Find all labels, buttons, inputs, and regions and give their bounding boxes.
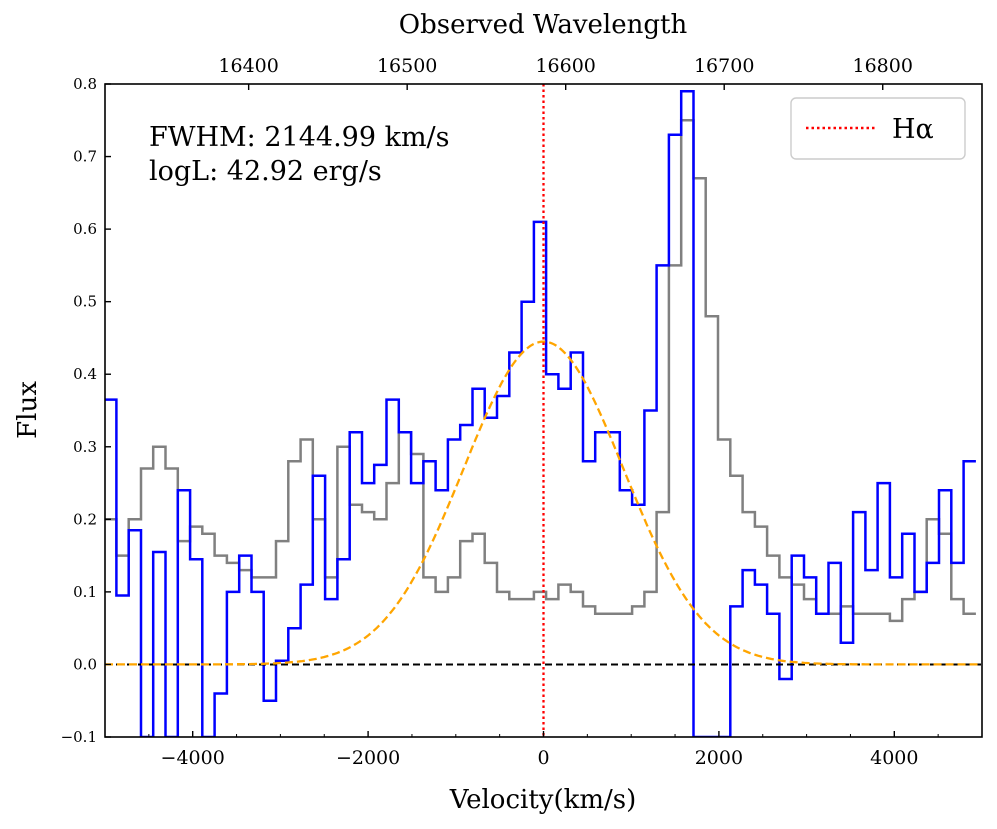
top-tick-label: 16800 <box>853 55 913 77</box>
legend: Hα <box>790 97 966 160</box>
y-tick-label: 0.5 <box>73 293 97 311</box>
gaussian-fit-line <box>105 340 982 666</box>
top-tick-label: 16400 <box>218 55 278 77</box>
top-tick-label: 16700 <box>694 55 754 77</box>
x-tick-label: −4000 <box>161 747 225 769</box>
plot-area <box>105 84 982 737</box>
x-axis-title: Velocity(km/s) <box>449 785 637 815</box>
x-tick-label: 2000 <box>695 747 743 769</box>
legend-box <box>790 97 966 160</box>
y-axis-ticks: −0.1 0.0 0.1 0.2 0.3 0.4 0.5 0.6 0.7 0.8 <box>61 75 111 746</box>
y-tick-label: 0.0 <box>73 655 97 673</box>
y-tick-label: 0.8 <box>73 75 97 93</box>
top-tick-label: 16500 <box>377 55 437 77</box>
spectrum-step-line <box>105 90 976 737</box>
top-tick-label: 16600 <box>535 55 595 77</box>
y-axis-title: Flux <box>13 381 43 439</box>
luminosity-annotation: logL: 42.92 erg/s <box>149 156 382 187</box>
y-tick-label: 0.4 <box>73 365 97 383</box>
top-axis-title: Observed Wavelength <box>399 10 688 40</box>
y-tick-label: 0.3 <box>73 438 97 456</box>
x-axis-ticks: −4000 −2000 0 2000 4000 <box>104 731 983 769</box>
y-tick-label: 0.6 <box>73 220 97 238</box>
y-tick-label: 0.2 <box>73 510 97 528</box>
legend-label-halpha: Hα <box>892 114 934 145</box>
y-tick-label: −0.1 <box>61 728 97 746</box>
x-tick-label: −2000 <box>336 747 400 769</box>
fwhm-annotation: FWHM: 2144.99 km/s <box>149 122 450 153</box>
y-tick-label: 0.1 <box>73 583 97 601</box>
top-axis-ticks: 16400 16500 16600 16700 16800 <box>218 55 913 90</box>
x-tick-label: 0 <box>537 747 549 769</box>
residual-step-line <box>105 119 976 623</box>
y-tick-label: 0.7 <box>73 148 97 166</box>
x-tick-label: 4000 <box>870 747 918 769</box>
